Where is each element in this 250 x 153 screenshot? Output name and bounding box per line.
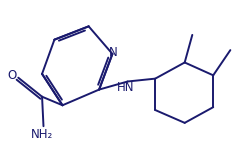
Text: O: O <box>7 69 16 82</box>
Text: NH₂: NH₂ <box>31 128 53 141</box>
Text: N: N <box>108 47 117 60</box>
Text: HN: HN <box>116 81 134 94</box>
